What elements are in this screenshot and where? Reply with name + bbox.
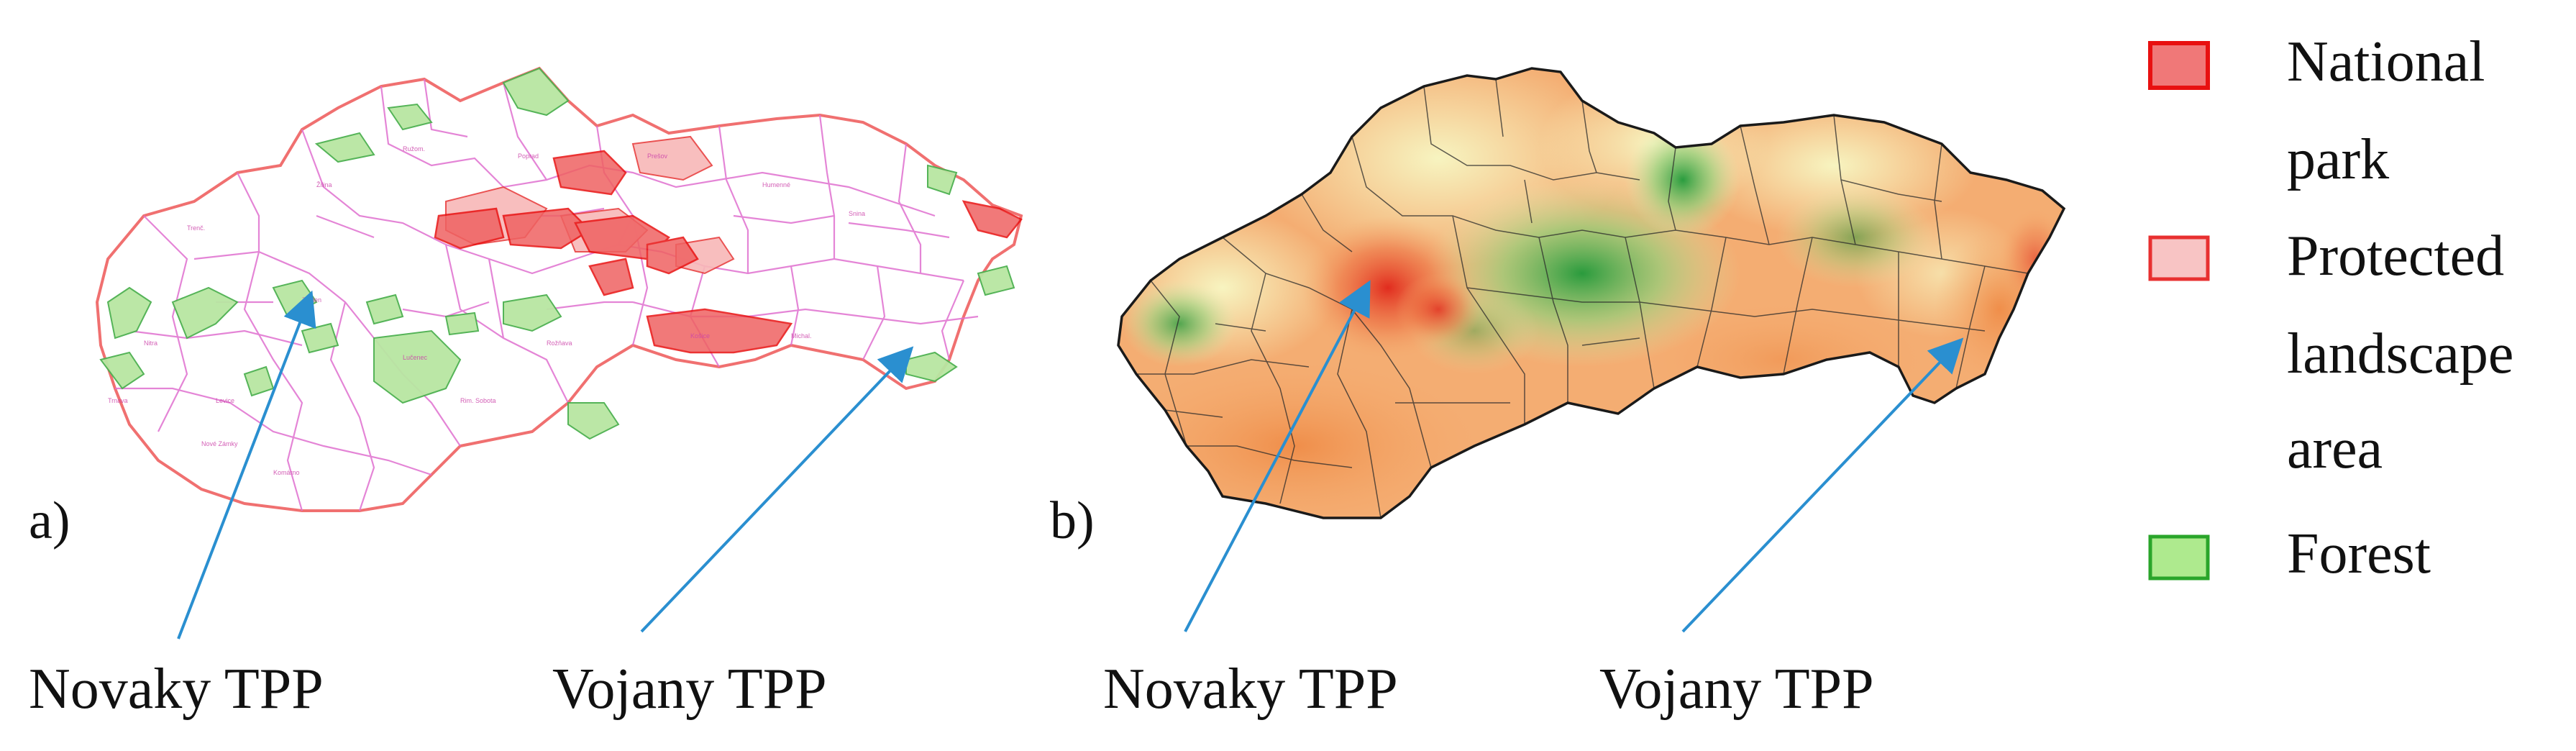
legend-swatch-national-park [2148,41,2210,90]
legend-swatch-protected-landscape [2148,235,2210,281]
forest-areas-a [99,67,1015,440]
panel-a-label: a) [29,491,70,550]
svg-text:Poprad: Poprad [518,153,539,160]
legend-label-protected-line2: landscape [2287,322,2513,386]
svg-text:Rim. Sobota: Rim. Sobota [460,397,496,404]
vojany-label-b: Vojany TPP [1599,657,1874,721]
legend-swatch-forest [2148,534,2210,581]
arrow-novaky-a [177,290,316,640]
map-panel-a: Trenč. Žilina Ružom. Poprad Prešov Humenné S… [95,66,1023,512]
svg-text:Nitra: Nitra [144,340,157,347]
svg-text:Trenč.: Trenč. [187,224,205,232]
legend-item-protected-landscape: Protected landscape area [2148,224,2513,481]
slovakia-outline-b [1117,67,2066,519]
svg-text:Snina: Snina [849,210,865,217]
arrow-novaky-b [1184,280,1371,632]
slovakia-outline-a [95,66,1023,512]
svg-text:Michal.: Michal. [791,332,812,340]
legend-label-protected-line3: area [2287,417,2383,481]
legend: National park Protected landscape area F… [2148,30,2513,586]
svg-text:Rožňava: Rožňava [547,340,572,347]
legend-item-national-park: National park [2148,30,2485,191]
arrow-vojany-a [640,346,914,633]
svg-text:Žilina: Žilina [316,181,332,188]
svg-text:Zvolen: Zvolen [302,296,321,304]
legend-label-forest: Forest [2287,522,2431,586]
svg-text:Trnava: Trnava [108,397,128,404]
legend-label-protected-line1: Protected [2287,224,2504,288]
vojany-label-a: Vojany TPP [552,657,827,721]
legend-label-national-park-line1: National [2287,30,2485,94]
svg-text:Ružom.: Ružom. [403,145,425,153]
svg-text:Levice: Levice [216,397,234,404]
legend-label-national-park-line2: park [2287,128,2389,191]
panel-b-label: b) [1050,491,1095,550]
legend-item-forest: Forest [2148,522,2431,586]
map-panel-b [1117,67,2066,519]
svg-text:Nové Zámky: Nové Zámky [201,440,238,447]
novaky-label-a: Novaky TPP [29,657,324,721]
svg-text:Komárno: Komárno [273,469,300,476]
svg-text:Humenné: Humenné [762,181,790,188]
national-parks-a [434,150,1023,354]
district-names-a: Trenč. Žilina Ružom. Poprad Prešov Humenné S… [108,145,865,476]
svg-text:Prešov: Prešov [647,153,668,160]
novaky-label-b: Novaky TPP [1103,657,1398,721]
svg-text:Košice: Košice [690,332,710,340]
svg-text:Lučenec: Lučenec [403,354,428,361]
district-borders-b [1136,78,2029,519]
arrow-vojany-b [1681,337,1964,633]
